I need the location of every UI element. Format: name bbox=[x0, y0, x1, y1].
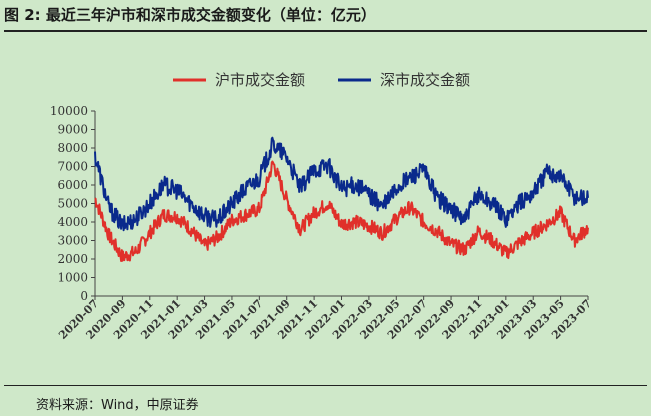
series-lines bbox=[94, 136, 589, 262]
y-tick-label: 8000 bbox=[57, 141, 88, 155]
y-tick-label: 4000 bbox=[57, 215, 88, 229]
y-tick-label: 6000 bbox=[57, 178, 88, 192]
y-tick-label: 10000 bbox=[50, 104, 88, 118]
y-tick-label: 1000 bbox=[57, 271, 88, 285]
line-chart: 沪市成交金额 深市成交金额 0 1000 2000 3000 4000 5000 6000 70… bbox=[50, 71, 594, 342]
legend-label: 沪市成交金额 bbox=[215, 71, 305, 89]
series-line-sz bbox=[94, 136, 589, 232]
legend: 沪市成交金额 深市成交金额 bbox=[173, 71, 470, 89]
series-line-sh bbox=[94, 160, 589, 262]
y-tick-label: 5000 bbox=[57, 197, 88, 211]
legend-label: 深市成交金额 bbox=[380, 71, 470, 89]
y-tick-label: 7000 bbox=[57, 160, 88, 174]
y-tick-label: 3000 bbox=[57, 234, 88, 248]
y-tick-label: 9000 bbox=[57, 123, 88, 137]
y-tick-label: 0 bbox=[80, 289, 88, 303]
top-rule bbox=[4, 30, 647, 32]
source-note: 资料来源：Wind，中原证券 bbox=[36, 398, 199, 413]
figure-title: 图 2: 最近三年沪市和深市成交金额变化（单位：亿元） bbox=[4, 6, 376, 24]
bottom-rule bbox=[4, 385, 647, 386]
y-tick-label: 2000 bbox=[57, 252, 88, 266]
